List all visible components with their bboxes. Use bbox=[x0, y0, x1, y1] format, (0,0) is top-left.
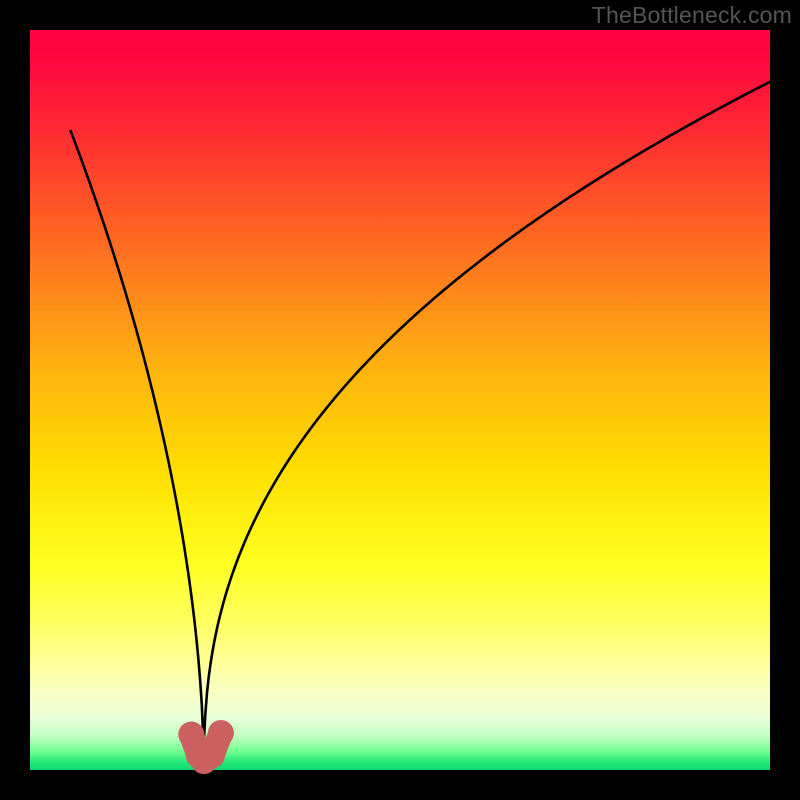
trough-point bbox=[199, 742, 225, 768]
chart-container: TheBottleneck.com bbox=[0, 0, 800, 800]
bottleneck-plot bbox=[0, 0, 800, 800]
watermark-text: TheBottleneck.com bbox=[592, 2, 792, 29]
trough-point bbox=[208, 720, 234, 746]
